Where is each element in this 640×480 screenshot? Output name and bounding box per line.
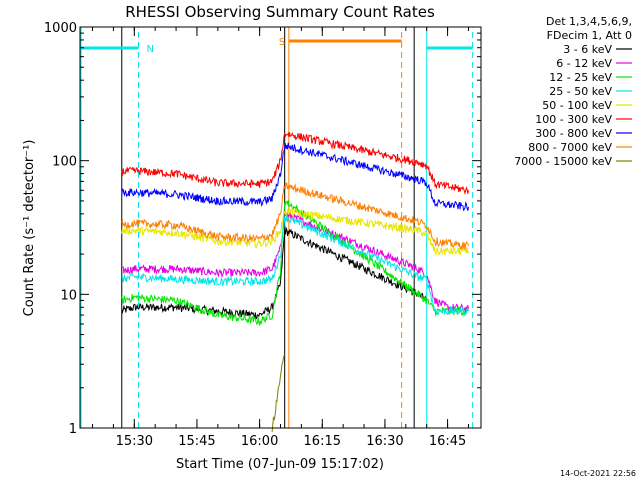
- y-tick-label-0: 1: [69, 422, 77, 437]
- x-tick-label-1: 15:45: [178, 434, 215, 449]
- chart-title: RHESSI Observing Summary Count Rates: [125, 3, 435, 21]
- x-tick-label-5: 16:45: [429, 434, 466, 449]
- x-tick-label-0: 15:30: [116, 434, 153, 449]
- series-line-6-0: [121, 142, 469, 212]
- legend-label-6: 300 - 800 keV: [535, 127, 612, 140]
- legend-label-1: 6 - 12 keV: [556, 57, 612, 70]
- legend-label-0: 3 - 6 keV: [563, 43, 612, 56]
- series-line-2-0: [121, 199, 469, 327]
- series-line-7-0: [121, 182, 469, 250]
- legend-label-4: 50 - 100 keV: [542, 99, 612, 112]
- data-gap-lines: [121, 27, 415, 428]
- legend-label-7: 800 - 7000 keV: [528, 141, 612, 154]
- series-layer: [121, 131, 469, 433]
- x-tick-label-4: 16:30: [366, 434, 403, 449]
- series-line-4-0: [121, 206, 469, 256]
- annotation-label-2: S: [279, 37, 285, 48]
- legend-label-3: 25 - 50 keV: [549, 85, 612, 98]
- series-line-5-0: [121, 131, 469, 196]
- series-line-8-0: [271, 354, 285, 433]
- plot-area: [80, 27, 481, 428]
- legend-header-line-2: FDecim 1, Att 0: [547, 29, 632, 42]
- x-tick-label-2: 16:00: [241, 434, 278, 449]
- y-tick-label-1: 10: [60, 288, 77, 303]
- generation-timestamp: 14-Oct-2021 22:56: [560, 469, 636, 478]
- series-line-1-0: [121, 211, 469, 313]
- legend-header-line-1: Det 1,3,4,5,6,9,: [546, 15, 632, 28]
- axes: 1 10 100 1000 15:30 15:45 16:00 16:15 16:30 16:45: [44, 21, 482, 449]
- legend: Det 1,3,4,5,6,9, FDecim 1, Att 0 3 - 6 k…: [514, 15, 632, 168]
- plot-background: [80, 27, 481, 428]
- legend-label-2: 12 - 25 keV: [549, 71, 612, 84]
- y-axis-label: Count Rate (s⁻¹ detector⁻¹): [22, 140, 37, 317]
- y-tick-label-2: 100: [52, 155, 77, 170]
- legend-label-5: 100 - 300 keV: [535, 113, 612, 126]
- x-axis-label: Start Time (07-Jun-09 15:17:02): [176, 457, 384, 472]
- series-line-3-0: [121, 214, 469, 317]
- legend-label-8: 7000 - 15000 keV: [514, 155, 612, 168]
- y-tick-label-3: 1000: [44, 21, 77, 36]
- x-tick-label-3: 16:15: [304, 434, 341, 449]
- annotation-label-0: N: [146, 44, 153, 55]
